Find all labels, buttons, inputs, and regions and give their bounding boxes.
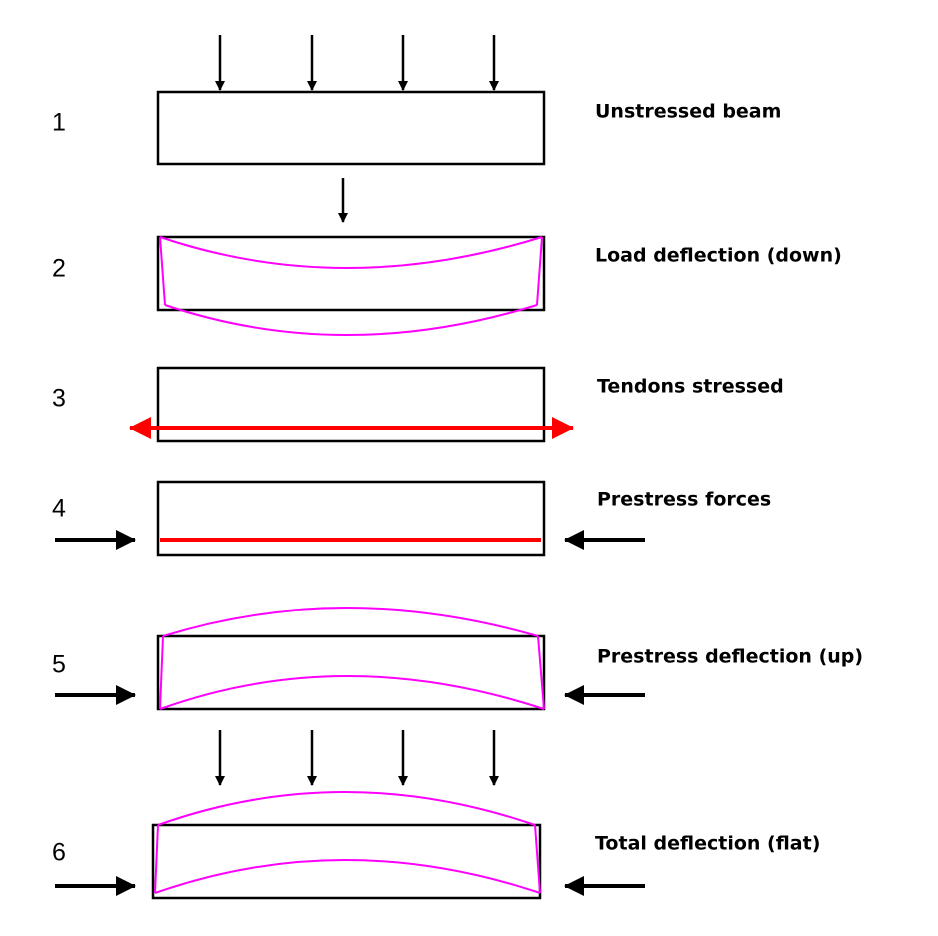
deflection-shape [154,791,541,894]
step-number: 5 [52,651,66,679]
step-label: Prestress forces [597,489,771,511]
step-number: 2 [52,255,66,283]
step-number: 6 [52,839,66,867]
step-label: Load deflection (down) [595,245,842,267]
beam [151,823,542,900]
beam [156,235,546,312]
step-number: 3 [52,385,66,413]
loads-top [215,35,499,91]
deflection-shape [159,607,545,710]
beam [156,90,546,166]
step-number: 4 [52,495,66,523]
step-label: Unstressed beam [595,101,781,123]
beam [156,366,546,443]
beam [156,634,546,711]
step-label: Tendons stressed [597,376,784,398]
beam [156,480,546,557]
step-label: Total deflection (flat) [595,833,820,855]
step-number: 1 [52,109,66,137]
step-label: Prestress deflection (up) [597,646,863,668]
deflection-shape [159,236,543,336]
loads-bottom [215,730,499,786]
